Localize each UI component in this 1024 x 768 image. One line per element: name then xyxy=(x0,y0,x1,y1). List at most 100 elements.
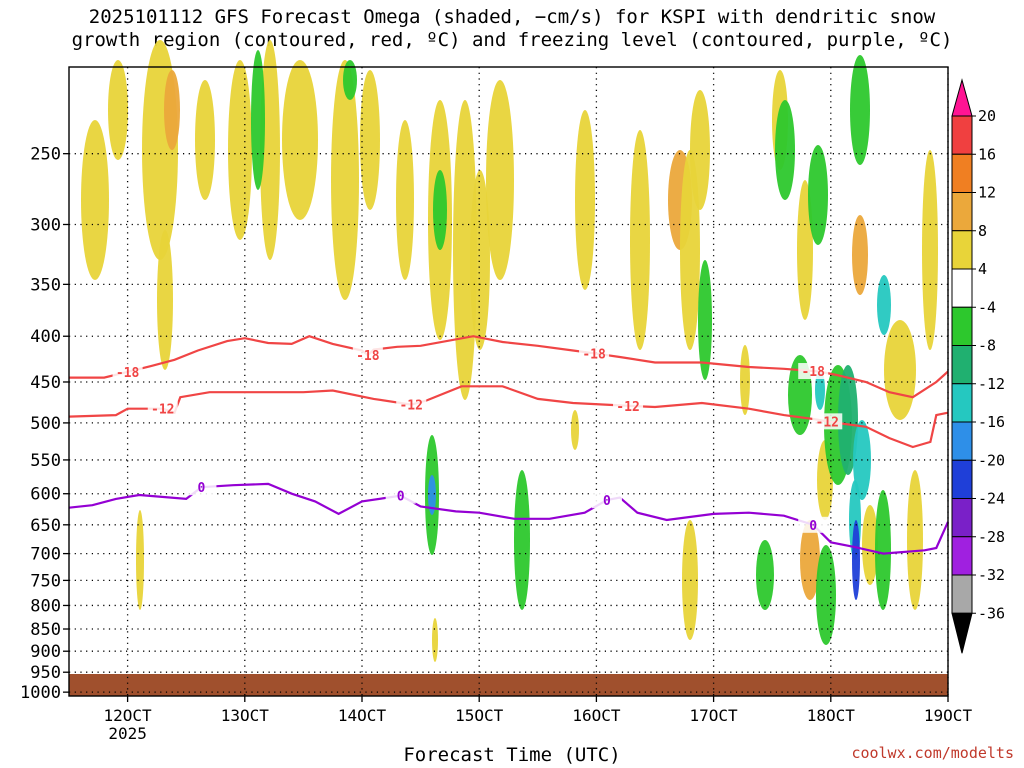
x-tick-label: 15OCT xyxy=(455,706,504,725)
omega-cell xyxy=(433,170,447,250)
y-tick-label: 400 xyxy=(30,327,61,347)
terrain-fill xyxy=(69,674,948,696)
colorbar-segment xyxy=(951,115,973,155)
omega-cell xyxy=(282,60,318,220)
y-tick-label: 450 xyxy=(30,373,61,393)
x-axis-title: Forecast Time (UTC) xyxy=(403,744,621,766)
colorbar-segment xyxy=(951,306,973,346)
chart-title-line-1: 2025101112 GFS Forecast Omega (shaded, −… xyxy=(88,6,936,28)
omega-cell xyxy=(428,475,436,515)
colorbar-segment xyxy=(951,498,973,538)
colorbar-label: 20 xyxy=(978,107,996,125)
colorbar-top-arrow xyxy=(951,78,973,117)
colorbar-label: 8 xyxy=(978,222,987,240)
y-tick-label: 550 xyxy=(30,451,61,471)
omega-cell xyxy=(251,50,265,190)
omega-cell xyxy=(164,70,180,150)
contour-label-bg xyxy=(812,413,843,430)
omega-cell xyxy=(756,540,774,610)
x-tick-label: 12OCT xyxy=(104,706,153,725)
omega-cell xyxy=(875,490,891,610)
x-tick-label: 16OCT xyxy=(572,706,621,725)
omega-cell xyxy=(108,60,128,160)
y-tick-label: 750 xyxy=(30,571,61,591)
contour-label: -12 xyxy=(816,415,839,430)
x-tick-label: 14OCT xyxy=(338,706,387,725)
omega-cell xyxy=(486,80,514,280)
contour-label-bg xyxy=(112,363,143,380)
omega-cell xyxy=(682,520,698,640)
colorbar-segment xyxy=(951,153,973,193)
colorbar-label: 16 xyxy=(978,145,996,163)
colorbar-bottom-arrow xyxy=(951,612,973,654)
contour-label-bg xyxy=(591,492,622,509)
chart-title: 2025101112 GFS Forecast Omega (shaded, −… xyxy=(0,6,1024,52)
y-tick-label: 1000 xyxy=(20,683,61,703)
colorbar-segment xyxy=(951,345,973,385)
omega-cell xyxy=(698,260,712,380)
contour-label: -18 xyxy=(356,349,380,364)
contour-dendritic_neg12 xyxy=(68,385,949,449)
omega-cell xyxy=(630,130,650,350)
x-tick-label: 13OCT xyxy=(221,706,270,725)
colorbar-label: -24 xyxy=(978,490,1005,508)
contour-label: -18 xyxy=(582,347,606,362)
contour-label-bg xyxy=(798,363,829,380)
colorbar-segment xyxy=(951,536,973,576)
omega-cell xyxy=(877,275,891,335)
contour-label: -18 xyxy=(116,366,140,381)
contour-label: -18 xyxy=(801,365,825,380)
x-tick-label: 17OCT xyxy=(690,706,739,725)
watermark: coolwx.com/modelts xyxy=(851,744,1014,762)
omega-cell xyxy=(862,505,878,585)
y-tick-label: 500 xyxy=(30,414,61,434)
colorbar-segment xyxy=(951,230,973,270)
colorbar-label: -28 xyxy=(978,528,1005,546)
y-tick-label: 600 xyxy=(30,485,61,505)
omega-cell xyxy=(575,110,595,290)
omega-cell xyxy=(922,150,938,350)
contour-label-bg xyxy=(396,396,427,413)
omega-cell xyxy=(850,55,870,165)
contour-label: 0 xyxy=(603,494,611,509)
colorbar-label: 4 xyxy=(978,260,987,278)
colorbar-segment xyxy=(951,459,973,499)
y-tick-label: 300 xyxy=(30,215,61,235)
contour-lines: -18 -18 -18 -18 -12 -12 -12 -12 0 0 0 0 xyxy=(68,335,950,555)
y-tick-label: 250 xyxy=(30,145,61,165)
omega-cell xyxy=(195,80,215,200)
contour-label-bg xyxy=(613,397,644,414)
omega-cell xyxy=(571,410,579,450)
contour-label-bg xyxy=(352,347,383,364)
contour-label: -12 xyxy=(151,403,174,418)
colorbar-label: 12 xyxy=(978,184,996,202)
contour-label: 0 xyxy=(198,481,206,496)
omega-cell xyxy=(514,470,530,610)
terrain-band xyxy=(69,674,948,696)
y-tick-label: 650 xyxy=(30,516,61,536)
y-tick-label: 350 xyxy=(30,275,61,295)
contour-label-bg xyxy=(186,479,217,496)
colorbar-label: -36 xyxy=(978,604,1005,622)
colorbar-label: -4 xyxy=(978,298,996,316)
colorbar-label: -16 xyxy=(978,413,1005,431)
omega-cell xyxy=(808,145,828,245)
y-tick-label: 950 xyxy=(30,663,61,683)
colorbar-segment xyxy=(951,192,973,232)
y-tick-label: 700 xyxy=(30,545,61,565)
y-tick-label: 850 xyxy=(30,620,61,640)
colorbar-label: -8 xyxy=(978,337,996,355)
x-tick-label: 18OCT xyxy=(807,706,856,725)
contour-label: -12 xyxy=(616,400,639,415)
omega-cell xyxy=(228,60,252,240)
y-axis: 2503003504004505005506006507007508008509… xyxy=(20,145,69,703)
contour-label-bg xyxy=(579,345,610,362)
omega-cell xyxy=(690,90,710,210)
omega-cell xyxy=(343,60,357,100)
colorbar-label: -32 xyxy=(978,566,1005,584)
contour-label: 0 xyxy=(809,519,817,534)
omega-cell xyxy=(852,215,868,295)
omega-cell xyxy=(740,345,750,415)
